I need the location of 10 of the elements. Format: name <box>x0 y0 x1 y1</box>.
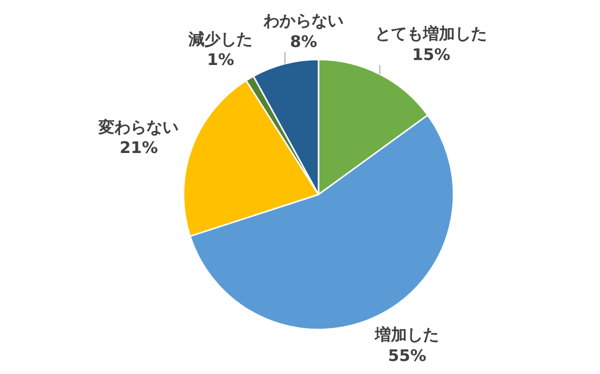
slice-label: とても増加した <box>375 24 488 44</box>
data-label: 15% <box>412 45 450 64</box>
data-label: 1% <box>207 50 234 70</box>
slice-label: 減少した <box>188 29 253 48</box>
data-label: 21% <box>120 138 158 158</box>
data-label: 55% <box>388 346 426 365</box>
slice-label: 増加した <box>374 324 440 344</box>
slice-label: 変わらない <box>98 117 179 136</box>
data-label: 8% <box>290 32 318 51</box>
slice-label: わからない <box>262 11 344 30</box>
